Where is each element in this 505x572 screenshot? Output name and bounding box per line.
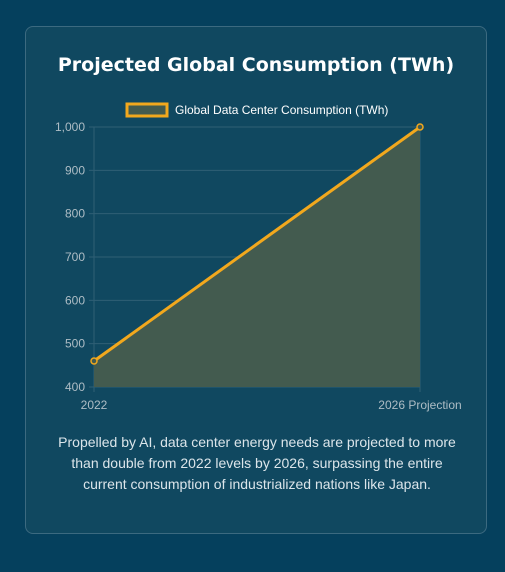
data-point xyxy=(90,357,98,365)
chart-caption: Propelled by AI, data center energy need… xyxy=(58,434,456,492)
chart-card: Projected Global Consumption (TWh) 400 50… xyxy=(25,26,487,534)
y-tick-label: 600 xyxy=(65,293,85,307)
series-area xyxy=(94,127,420,387)
data-point xyxy=(416,123,424,131)
series-line xyxy=(93,125,421,363)
x-tick-label: 2026 Projection xyxy=(378,398,461,412)
y-tick-label: 800 xyxy=(65,207,85,221)
y-tick-label: 700 xyxy=(65,250,85,264)
y-tick-label: 900 xyxy=(65,163,85,177)
area-chart: 400 500 600 700 800 900 1,000 2022 2026 Projecti… xyxy=(55,102,462,412)
y-tick-label: 500 xyxy=(65,337,85,351)
y-tick-label: 400 xyxy=(65,380,85,394)
x-tick-label: 2022 xyxy=(81,398,108,412)
chart-title: Projected Global Consumption (TWh) xyxy=(57,54,455,76)
legend-label: Global Data Center Consumption (TWh) xyxy=(175,103,388,117)
y-tick-label: 1,000 xyxy=(55,120,85,134)
legend-swatch xyxy=(125,102,169,118)
